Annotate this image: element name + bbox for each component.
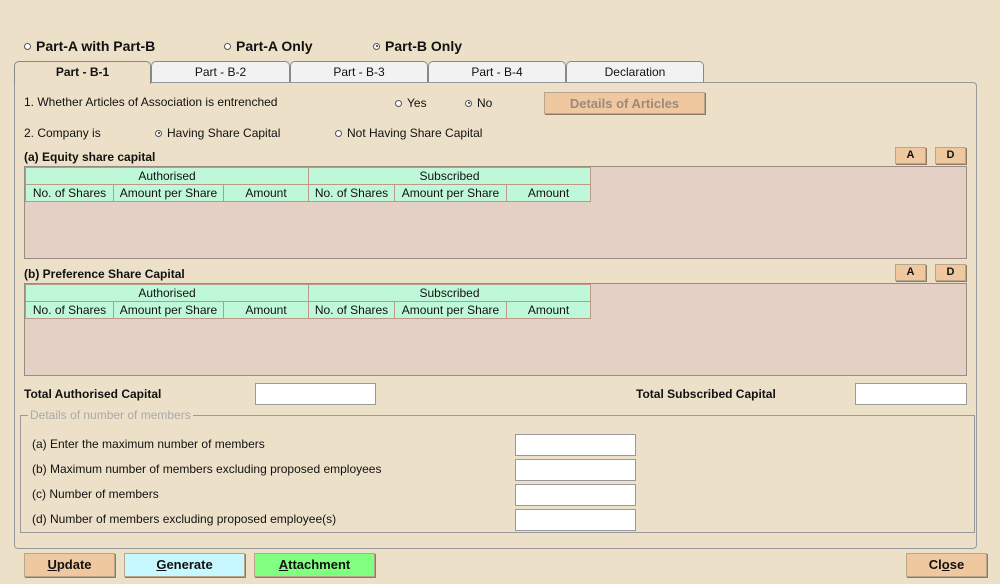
- close-button[interactable]: Close: [906, 553, 987, 577]
- radio-checked-icon: [465, 99, 472, 107]
- radio-icon: [24, 42, 31, 50]
- radio-yes[interactable]: Yes: [395, 96, 427, 110]
- radio-checked-icon: [373, 42, 380, 50]
- mnemonic: U: [47, 557, 57, 572]
- total-subscribed-label: Total Subscribed Capital: [636, 387, 776, 401]
- radio-label: Part-B Only: [385, 38, 463, 54]
- tab-part-b-3[interactable]: Part - B-3: [290, 61, 428, 83]
- members-legend: Details of number of members: [28, 408, 193, 422]
- col-header: No. of Shares: [308, 301, 395, 319]
- radio-part-a-with-b[interactable]: Part-A with Part-B: [24, 38, 155, 54]
- q2-label: 2. Company is: [24, 126, 101, 140]
- label: ttachment: [288, 557, 351, 572]
- tab-part-b-1[interactable]: Part - B-1: [14, 61, 151, 84]
- col-header: Amount per Share: [394, 301, 507, 319]
- radio-having-share-capital[interactable]: Having Share Capital: [155, 126, 280, 140]
- radio-checked-icon: [155, 129, 162, 137]
- equity-delete-button[interactable]: D: [935, 147, 966, 164]
- update-button[interactable]: Update: [24, 553, 115, 577]
- radio-label: Having Share Capital: [167, 126, 281, 140]
- preference-add-button[interactable]: A: [895, 264, 926, 281]
- preference-table: Authorised Subscribed No. of Shares Amount…: [24, 283, 967, 376]
- member-field-label: (c) Number of members: [32, 487, 159, 501]
- num-members-excl-input[interactable]: [515, 509, 636, 531]
- radio-part-a-only[interactable]: Part-A Only: [224, 38, 313, 54]
- col-header: Amount per Share: [113, 184, 224, 202]
- label: Cl: [928, 557, 942, 572]
- total-authorised-label: Total Authorised Capital: [24, 387, 162, 401]
- group-subscribed: Subscribed: [308, 167, 591, 185]
- num-members-input[interactable]: [515, 484, 636, 506]
- radio-label: Part-A Only: [236, 38, 313, 54]
- members-fieldset: [20, 415, 975, 533]
- col-header: Amount: [506, 184, 591, 202]
- member-field-label: (a) Enter the maximum number of members: [32, 437, 265, 451]
- equity-add-button[interactable]: A: [895, 147, 926, 164]
- group-authorised: Authorised: [25, 167, 309, 185]
- total-authorised-input[interactable]: [255, 383, 376, 405]
- tab-part-b-4[interactable]: Part - B-4: [428, 61, 566, 83]
- generate-button[interactable]: Generate: [124, 553, 245, 577]
- col-header: Amount: [506, 301, 591, 319]
- label: pdate: [56, 557, 92, 572]
- attachment-button[interactable]: Attachment: [254, 553, 375, 577]
- col-header: Amount: [223, 301, 309, 319]
- group-authorised: Authorised: [25, 284, 309, 302]
- preference-delete-button[interactable]: D: [935, 264, 966, 281]
- mnemonic: G: [156, 557, 167, 572]
- preference-title: (b) Preference Share Capital: [24, 267, 185, 281]
- col-header: Amount per Share: [394, 184, 507, 202]
- radio-part-b-only[interactable]: Part-B Only: [373, 38, 462, 54]
- col-header: No. of Shares: [308, 184, 395, 202]
- max-members-input[interactable]: [515, 434, 636, 456]
- details-of-articles-button[interactable]: Details of Articles: [544, 92, 705, 114]
- label: enerate: [166, 557, 213, 572]
- label: se: [949, 557, 965, 572]
- mnemonic: A: [278, 557, 289, 572]
- col-header: No. of Shares: [25, 301, 114, 319]
- tab-declaration[interactable]: Declaration: [566, 61, 704, 83]
- radio-no[interactable]: No: [465, 96, 492, 110]
- q1-label: 1. Whether Articles of Association is en…: [24, 95, 278, 109]
- col-header: No. of Shares: [25, 184, 114, 202]
- group-subscribed: Subscribed: [308, 284, 591, 302]
- member-field-label: (b) Maximum number of members excluding …: [32, 462, 382, 476]
- mnemonic: o: [941, 557, 950, 572]
- radio-icon: [395, 99, 402, 107]
- tab-part-b-2[interactable]: Part - B-2: [151, 61, 290, 83]
- total-subscribed-input[interactable]: [855, 383, 967, 405]
- radio-icon: [224, 42, 231, 50]
- max-members-excl-input[interactable]: [515, 459, 636, 481]
- tab-panel: [14, 82, 977, 549]
- member-field-label: (d) Number of members excluding proposed…: [32, 512, 337, 526]
- radio-label: No: [477, 96, 493, 110]
- equity-table: Authorised Subscribed No. of Shares Amount…: [24, 166, 967, 259]
- col-header: Amount per Share: [113, 301, 224, 319]
- radio-label: Not Having Share Capital: [347, 126, 483, 140]
- equity-title: (a) Equity share capital: [24, 150, 156, 164]
- col-header: Amount: [223, 184, 309, 202]
- radio-label: Yes: [407, 96, 427, 110]
- radio-not-having-share-capital[interactable]: Not Having Share Capital: [335, 126, 482, 140]
- radio-icon: [335, 129, 342, 137]
- radio-label: Part-A with Part-B: [36, 38, 156, 54]
